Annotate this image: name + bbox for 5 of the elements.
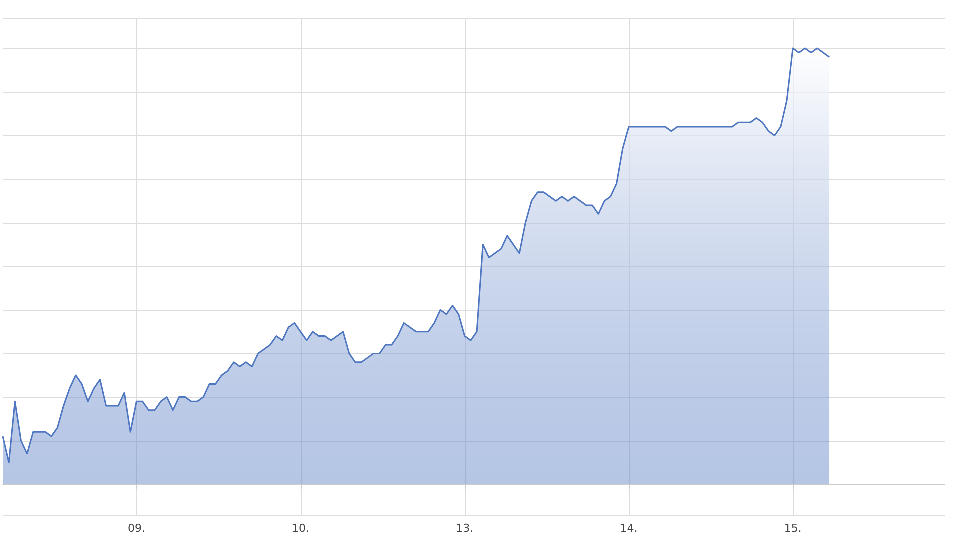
x-tick-label: 10. [292, 522, 310, 535]
x-tick-label: 09. [128, 522, 146, 535]
x-tick-label: 13. [456, 522, 474, 535]
x-tick-label: 15. [784, 522, 802, 535]
x-tick-label: 14. [620, 522, 638, 535]
